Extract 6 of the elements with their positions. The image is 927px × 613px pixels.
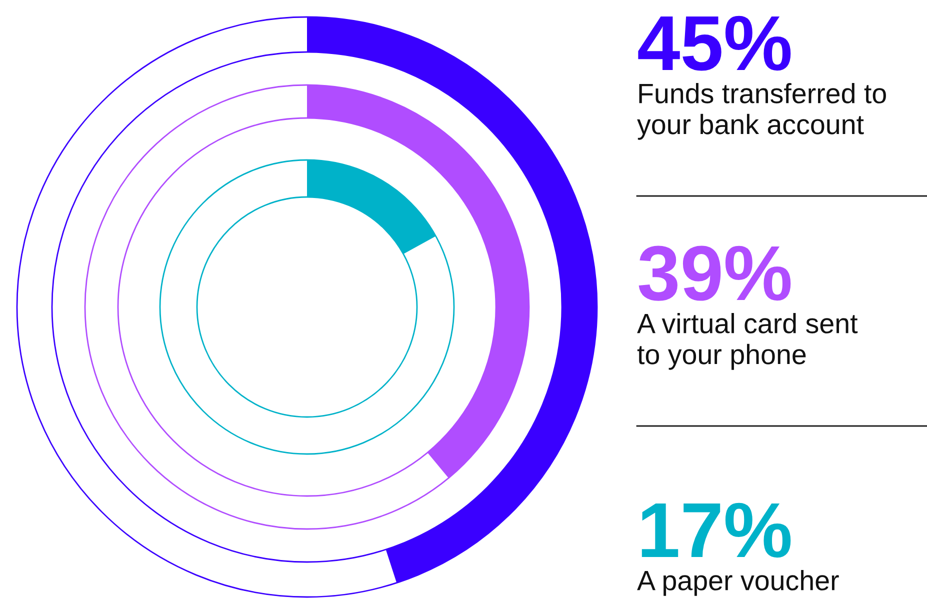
category-label: Funds transferred to your bank account [637,83,886,140]
data-label: 17% [642,502,791,558]
category-label: A virtual card sent to your phone [637,313,858,370]
data-label: 39% [638,246,791,301]
data-label: 45% [638,16,791,71]
category-label: A paper voucher [637,570,839,596]
